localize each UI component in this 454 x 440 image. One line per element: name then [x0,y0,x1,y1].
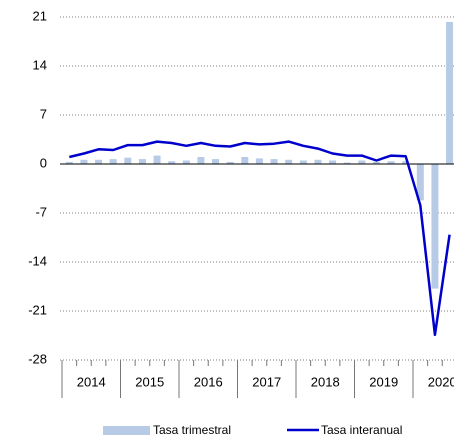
bar [255,158,263,164]
bar [416,164,424,201]
bar [285,159,293,164]
legend-label: Tasa trimestral [153,423,231,437]
bar [168,161,176,164]
bar [226,161,234,164]
bar [80,159,88,164]
bar [182,160,190,164]
x-tick-label: 2015 [135,374,164,389]
bar [402,161,410,164]
y-tick-label: 0 [40,155,47,170]
bar [95,159,103,164]
bar [299,160,307,164]
bar [124,157,132,164]
y-tick-label: -21 [28,302,47,317]
bar [358,160,366,164]
legend-swatch [103,426,150,435]
bar [314,159,322,164]
bar [446,21,454,165]
bar [138,159,146,164]
y-tick-label: 14 [33,57,47,72]
x-tick-label: 2020 [428,374,454,389]
bar [153,155,161,164]
bar [431,164,439,289]
bar [197,157,205,164]
x-tick-label: 2018 [311,374,340,389]
y-tick-label: -28 [28,351,47,366]
bar [212,159,220,164]
x-tick-label: 2016 [194,374,223,389]
x-tick-label: 2019 [369,374,398,389]
bar [65,161,73,164]
x-tick-label: 2017 [252,374,281,389]
bar [109,159,117,164]
bar [241,157,249,164]
y-tick-label: -14 [28,253,47,268]
line [69,140,451,337]
y-tick-label: 7 [40,106,47,121]
legend-label: Tasa interanual [321,423,402,437]
bar [343,162,351,164]
bar [372,161,380,164]
y-tick-label: 21 [33,8,47,23]
bar [329,160,337,164]
bar [270,159,278,164]
y-tick-label: -7 [35,204,47,219]
bar [387,161,395,164]
x-tick-label: 2014 [77,374,106,389]
